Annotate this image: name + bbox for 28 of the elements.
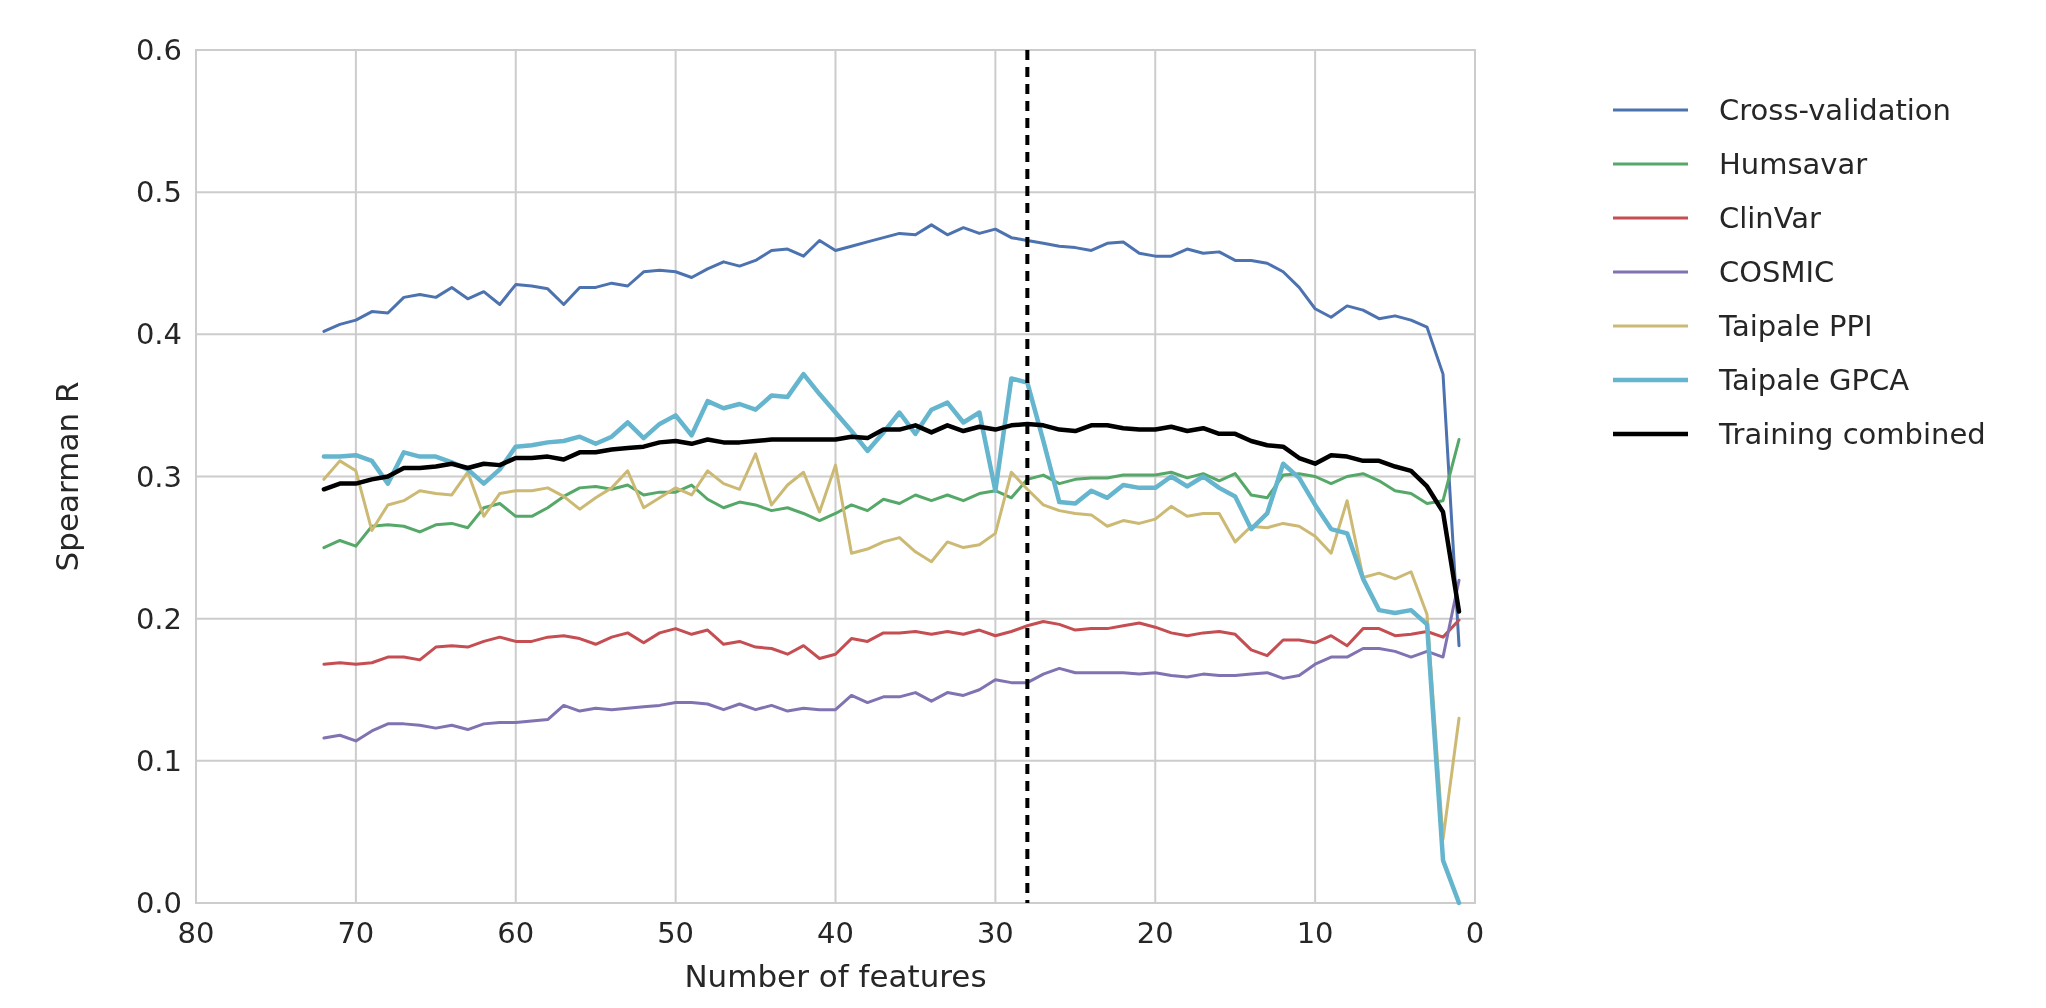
- legend-label: ClinVar: [1719, 201, 1822, 235]
- x-tick-label: 10: [1296, 916, 1334, 950]
- y-tick-label: 0.2: [135, 601, 182, 636]
- legend-label: Humsavar: [1719, 147, 1868, 181]
- y-tick-label: 0.5: [135, 175, 182, 210]
- legend-label: Taipale PPI: [1718, 309, 1873, 343]
- y-tick-label: 0.6: [135, 33, 182, 67]
- x-tick-label: 50: [657, 916, 695, 950]
- line-series: [321, 371, 1462, 906]
- x-tick-label: 20: [1136, 916, 1174, 950]
- x-tick-label: 60: [497, 916, 535, 950]
- x-tick-label: 30: [976, 916, 1014, 950]
- y-axis-title: Spearman R: [49, 381, 85, 572]
- line-series: [322, 578, 1461, 743]
- x-tick-label: 70: [337, 916, 375, 950]
- line-series: [322, 438, 1461, 550]
- legend-label: Cross-validation: [1719, 93, 1951, 127]
- legend-label: Training combined: [1718, 417, 1986, 451]
- legend-label: Taipale GPCA: [1718, 363, 1910, 397]
- x-axis-title: Number of features: [684, 958, 987, 994]
- y-tick-label: 0.4: [135, 317, 182, 352]
- y-tick-label: 0.1: [135, 743, 182, 778]
- x-tick-label: 0: [1465, 916, 1485, 950]
- y-tick-label: 0.3: [135, 459, 182, 494]
- line-series: [322, 618, 1461, 666]
- line-series: [322, 223, 1461, 648]
- legend-label: COSMIC: [1719, 255, 1835, 289]
- x-tick-label: 40: [817, 916, 854, 950]
